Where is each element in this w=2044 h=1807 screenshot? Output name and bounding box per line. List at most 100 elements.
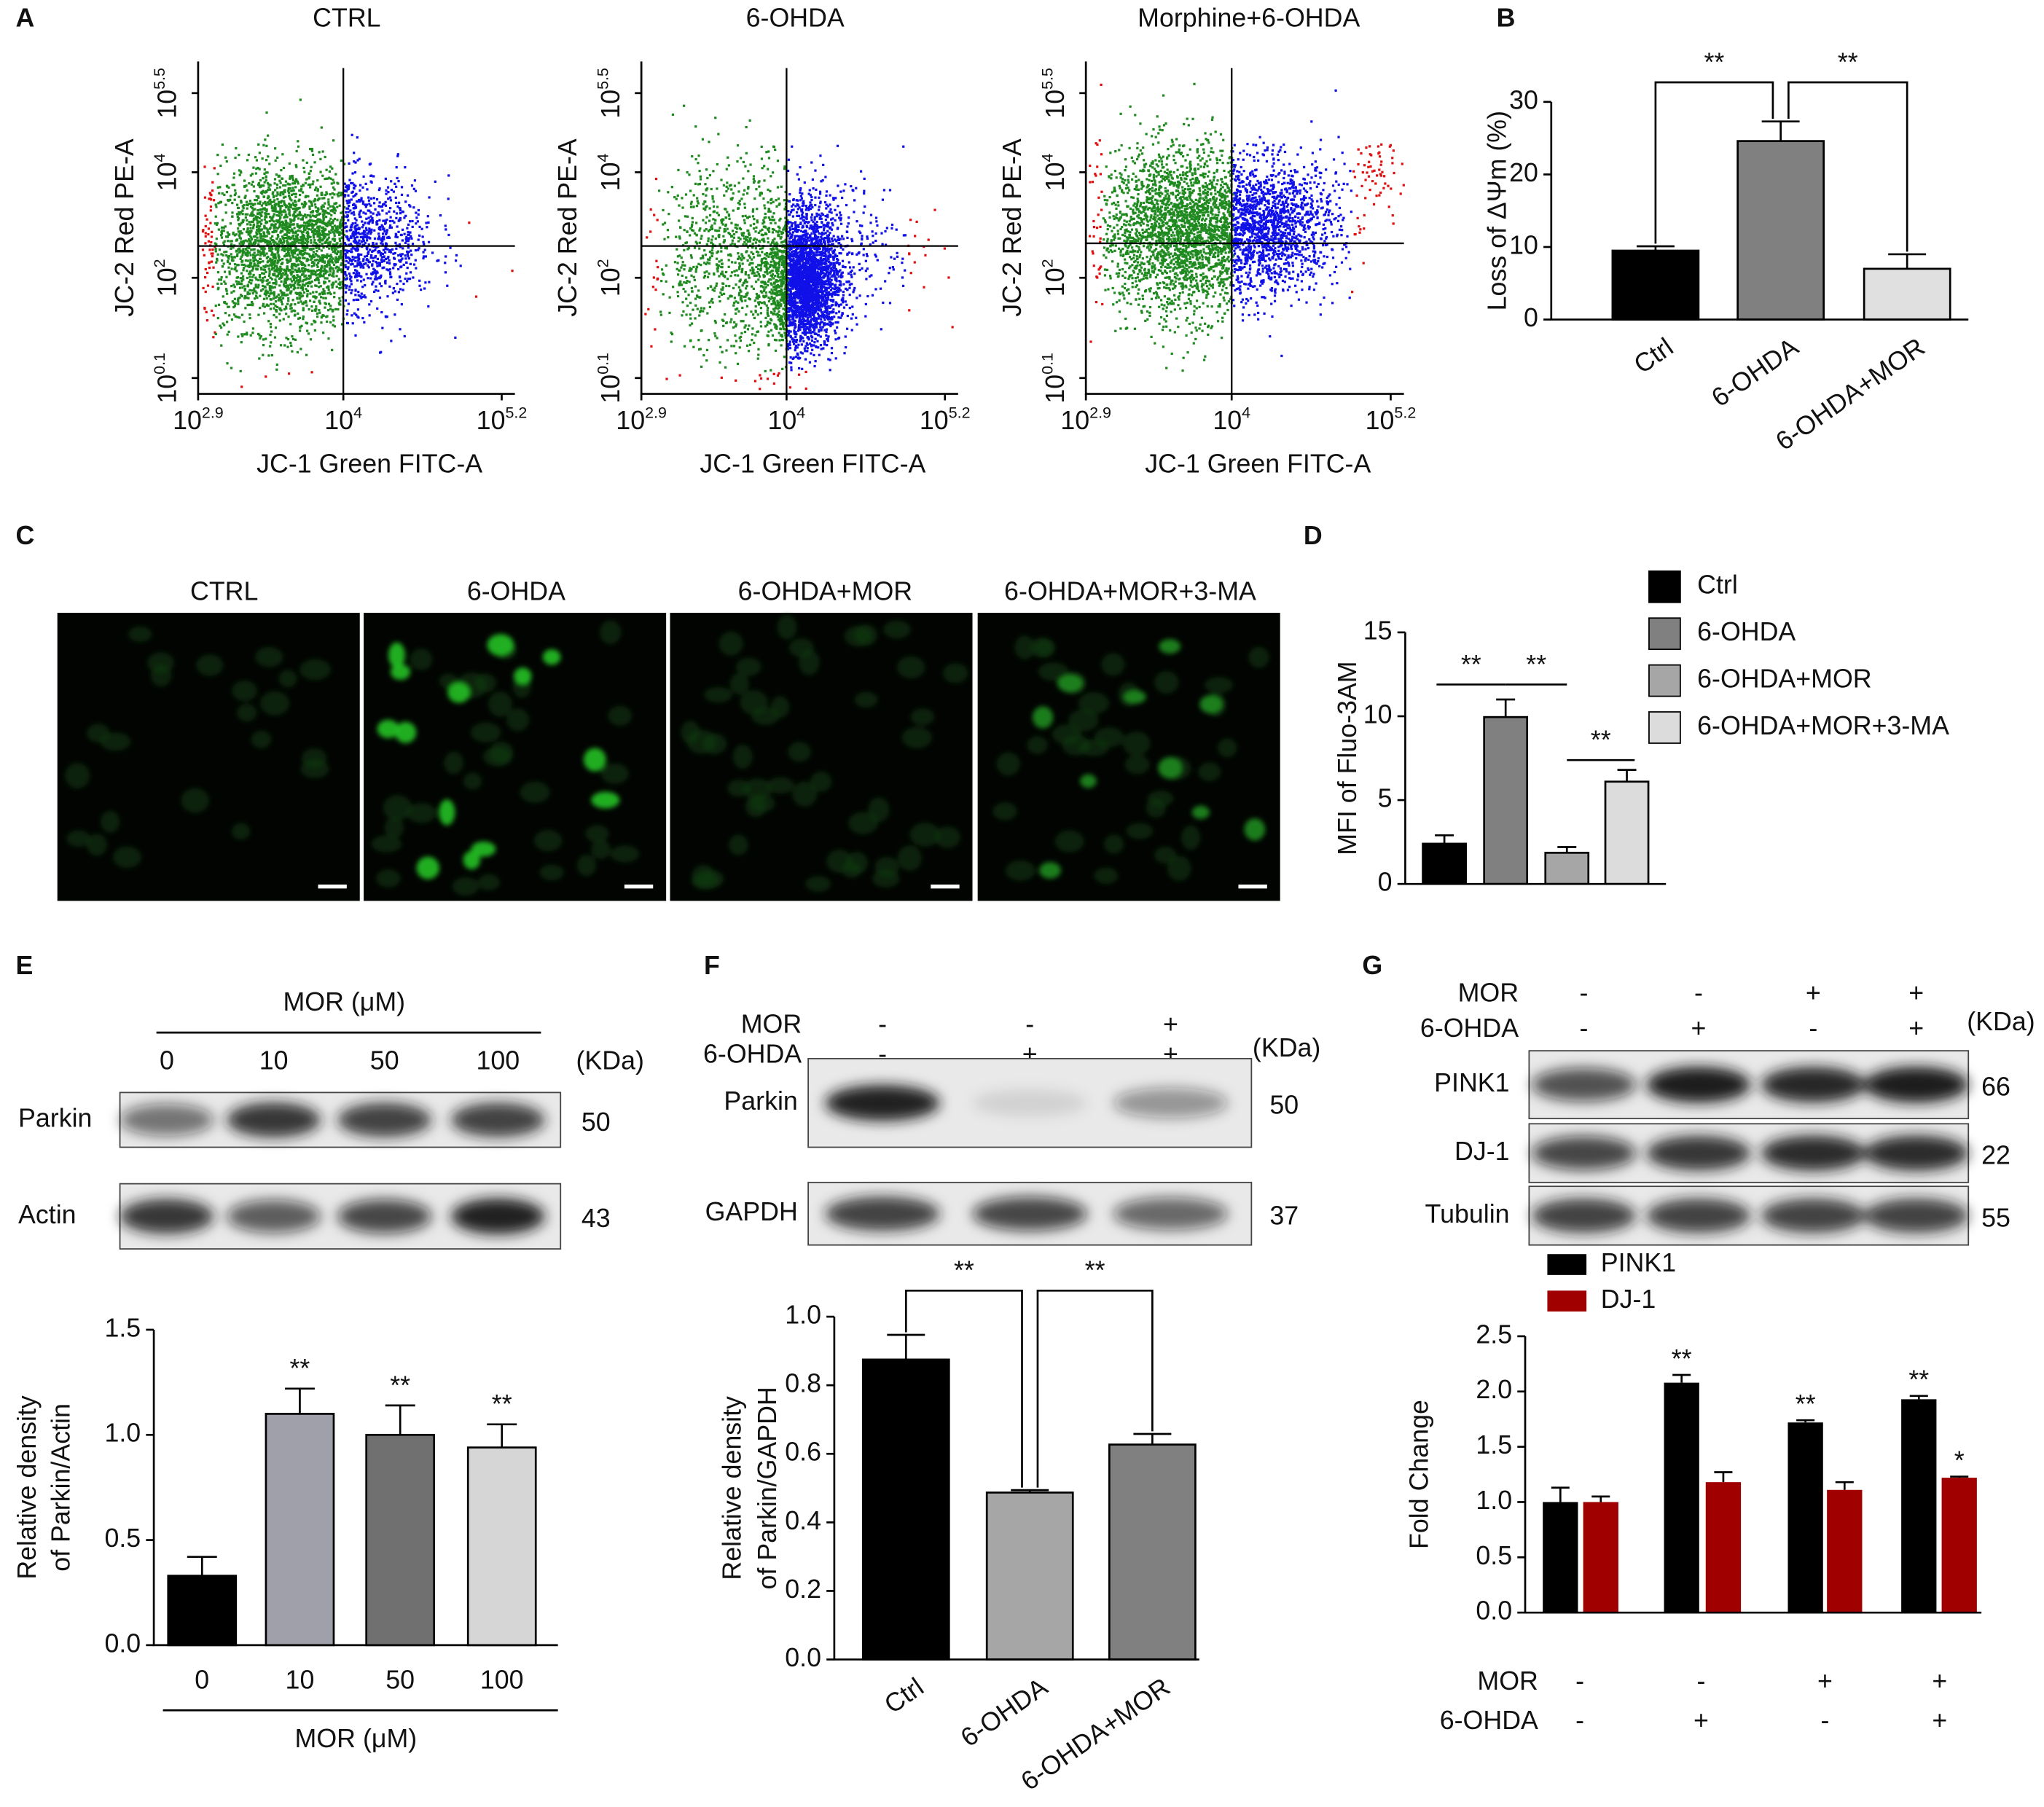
event-dot [332,272,334,275]
event-dot [276,251,279,254]
event-dot [391,248,394,251]
event-dot [256,222,259,225]
event-dot [406,252,409,256]
event-dot [375,213,378,216]
event-dot [770,222,772,224]
event-dot [244,264,247,267]
event-dot [692,265,695,269]
event-dot [689,313,692,316]
event-dot [313,264,316,267]
event-dot [364,255,367,258]
event-dot [776,374,780,377]
event-dot [752,313,755,316]
event-dot [662,293,665,296]
event-dot [402,247,404,250]
event-dot [748,324,751,327]
event-dot [283,191,286,194]
event-dot [310,211,313,214]
event-dot [249,214,252,217]
event-dot [683,268,686,271]
event-dot [703,248,706,252]
event-dot [334,251,337,254]
event-dot [369,204,372,207]
event-dot [657,266,659,269]
event-dot [214,250,217,253]
event-dot [330,182,333,185]
event-dot [846,314,849,318]
event-dot [700,235,703,238]
event-dot [264,240,267,244]
event-dot [269,248,273,251]
event-dot [786,222,790,225]
event-dot [324,254,327,258]
event-dot [412,206,415,209]
event-dot [271,209,274,212]
event-dot [329,193,332,196]
event-dot [337,302,340,305]
event-dot [356,263,359,266]
event-dot [221,219,224,222]
event-dot [748,343,752,346]
event-dot [228,270,231,273]
event-dot [689,324,692,327]
event-dot [755,274,758,277]
event-dot [400,186,404,189]
event-dot [273,253,275,256]
event-dot [332,205,335,208]
event-dot [375,260,377,264]
event-dot [270,302,273,305]
event-dot [311,230,314,233]
event-dot [424,255,428,258]
event-dot [747,170,750,173]
event-dot [303,256,306,259]
event-dot [676,273,680,276]
event-dot [681,314,684,317]
event-dot [774,222,777,224]
event-dot [306,213,309,217]
event-dot [276,267,279,270]
event-dot [340,270,343,273]
event-dot [266,231,269,234]
event-dot [347,187,350,190]
event-dot [248,235,252,238]
event-dot [650,345,653,348]
event-dot [223,251,226,254]
event-dot [708,173,712,177]
event-dot [203,196,207,199]
event-dot [732,345,736,348]
event-dot [716,251,718,254]
event-dot [332,246,334,249]
event-dot [273,243,276,246]
event-dot [321,226,325,229]
event-dot [281,191,284,194]
event-dot [361,200,365,203]
event-dot [378,201,381,204]
event-dot [343,182,346,185]
event-dot [289,177,291,180]
event-dot [416,220,419,223]
event-dot [295,259,298,263]
event-dot [806,350,809,353]
event-dot [315,274,318,277]
event-dot [313,203,317,206]
event-dot [776,299,779,302]
event-dot [770,251,772,254]
event-dot [307,183,310,187]
event-dot [397,254,400,257]
event-dot [259,235,262,238]
event-dot [386,236,389,239]
event-dot [236,315,239,318]
event-dot [340,243,342,246]
event-dot [321,291,324,294]
event-dot [274,147,277,150]
event-dot [346,251,349,254]
event-dot [313,329,316,332]
event-dot [353,238,357,242]
event-dot [760,191,763,195]
event-dot [755,238,759,241]
event-dot [283,270,286,273]
event-dot [270,250,273,253]
event-dot [251,279,254,282]
event-dot [338,238,341,240]
event-dot [270,330,273,333]
